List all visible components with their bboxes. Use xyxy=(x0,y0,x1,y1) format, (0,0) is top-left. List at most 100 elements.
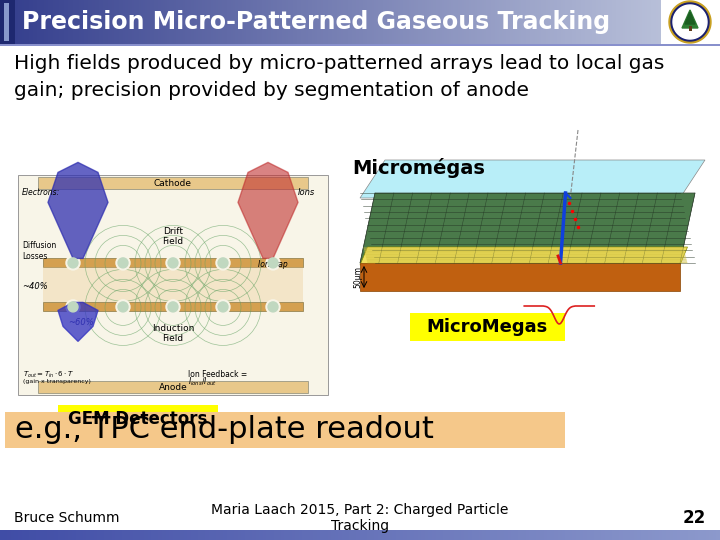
Bar xyxy=(587,530,591,540)
Bar xyxy=(513,0,516,44)
Bar xyxy=(583,530,588,540)
Bar xyxy=(381,0,383,44)
Bar xyxy=(577,0,579,44)
Bar xyxy=(462,0,464,44)
Bar xyxy=(464,0,467,44)
Bar xyxy=(256,530,260,540)
Circle shape xyxy=(268,302,278,312)
Bar xyxy=(6,0,9,44)
Bar xyxy=(180,530,184,540)
Bar xyxy=(342,530,346,540)
Bar xyxy=(688,530,692,540)
Bar xyxy=(410,530,415,540)
Bar xyxy=(11,0,14,44)
Bar xyxy=(546,0,549,44)
Bar xyxy=(407,530,411,540)
Bar xyxy=(235,0,238,44)
Bar xyxy=(337,0,339,44)
Bar xyxy=(608,530,613,540)
Text: Micromégas: Micromégas xyxy=(352,158,485,178)
Bar xyxy=(299,530,303,540)
Bar xyxy=(179,0,181,44)
Bar xyxy=(588,0,590,44)
Bar xyxy=(0,0,15,44)
Bar xyxy=(611,0,614,44)
Bar xyxy=(644,530,649,540)
Bar xyxy=(61,530,66,540)
Circle shape xyxy=(216,300,230,314)
Bar xyxy=(169,0,172,44)
Bar xyxy=(277,0,280,44)
Bar xyxy=(262,0,264,44)
Bar xyxy=(29,0,31,44)
Polygon shape xyxy=(366,257,686,259)
Polygon shape xyxy=(58,302,98,341)
Bar xyxy=(83,530,87,540)
Bar xyxy=(76,530,80,540)
Bar xyxy=(446,0,449,44)
Bar xyxy=(392,0,395,44)
Bar xyxy=(450,530,454,540)
Bar xyxy=(594,0,597,44)
Bar xyxy=(202,530,206,540)
Bar xyxy=(238,530,242,540)
Bar xyxy=(601,530,606,540)
Bar xyxy=(457,530,462,540)
Bar xyxy=(558,530,562,540)
Bar xyxy=(673,530,678,540)
Bar xyxy=(371,530,375,540)
Bar xyxy=(508,0,511,44)
Bar xyxy=(618,0,621,44)
Polygon shape xyxy=(367,262,688,263)
Text: ~60%: ~60% xyxy=(68,318,94,327)
Bar xyxy=(473,0,476,44)
Bar xyxy=(684,530,688,540)
Polygon shape xyxy=(366,260,687,261)
Bar xyxy=(392,530,397,540)
Bar xyxy=(475,530,480,540)
Bar xyxy=(24,0,27,44)
Bar xyxy=(253,0,256,44)
Bar xyxy=(20,0,22,44)
Bar xyxy=(515,530,519,540)
Bar xyxy=(680,530,685,540)
Bar xyxy=(244,0,247,44)
Bar xyxy=(567,0,570,44)
Bar xyxy=(369,0,372,44)
Bar xyxy=(106,0,108,44)
Bar xyxy=(398,0,401,44)
Text: $I_{ions}/I_{out}$: $I_{ions}/I_{out}$ xyxy=(189,375,217,388)
Bar xyxy=(215,0,218,44)
Circle shape xyxy=(118,302,128,312)
Bar xyxy=(365,0,368,44)
Polygon shape xyxy=(365,254,685,255)
Bar xyxy=(581,0,583,44)
Bar xyxy=(242,0,245,44)
Bar xyxy=(688,26,691,31)
Bar xyxy=(565,530,570,540)
Bar xyxy=(331,530,336,540)
Bar xyxy=(510,0,513,44)
Bar xyxy=(315,0,318,44)
Bar xyxy=(134,0,137,44)
Bar xyxy=(119,0,122,44)
Bar xyxy=(332,0,335,44)
Bar xyxy=(102,0,104,44)
Text: Bruce Schumm: Bruce Schumm xyxy=(14,511,120,525)
Bar xyxy=(642,0,645,44)
Bar xyxy=(238,0,240,44)
Bar xyxy=(629,0,632,44)
Bar xyxy=(136,0,139,44)
Bar xyxy=(158,0,161,44)
Bar xyxy=(25,530,30,540)
Bar xyxy=(713,530,717,540)
Bar xyxy=(495,0,498,44)
Bar xyxy=(196,0,199,44)
Bar xyxy=(534,0,537,44)
Bar xyxy=(350,0,353,44)
Bar xyxy=(50,0,53,44)
Bar xyxy=(554,0,557,44)
Bar xyxy=(155,530,159,540)
Circle shape xyxy=(266,256,280,270)
Bar xyxy=(526,0,528,44)
